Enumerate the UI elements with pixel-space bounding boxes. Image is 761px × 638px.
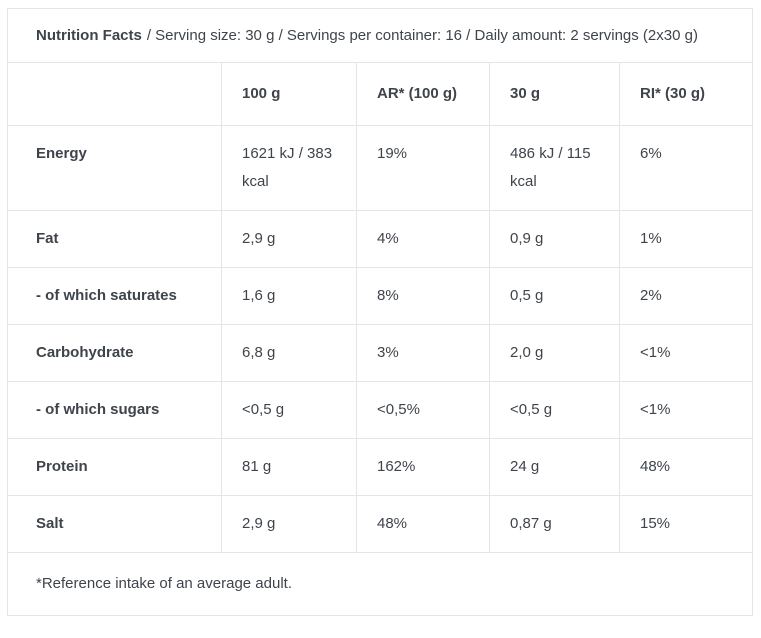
nutrition-header: Nutrition Facts / Serving size: 30 g / S… <box>8 9 752 63</box>
nutrition-header-details: / Serving size: 30 g / Servings per cont… <box>146 27 698 44</box>
value-30g: 0,9 g <box>489 211 619 267</box>
table-row-carbohydrate: Carbohydrate 6,8 g 3% 2,0 g <1% <box>8 325 752 382</box>
nutrition-header-title: Nutrition Facts <box>36 27 142 44</box>
value-ar: 8% <box>356 268 489 324</box>
col-header-100g: 100 g <box>221 63 356 125</box>
value-100g: 81 g <box>221 439 356 495</box>
value-30g: 24 g <box>489 439 619 495</box>
value-100g: 1621 kJ / 383 kcal <box>221 126 356 210</box>
table-row-protein: Protein 81 g 162% 24 g 48% <box>8 439 752 496</box>
value-ar: 19% <box>356 126 489 210</box>
value-100g: 6,8 g <box>221 325 356 381</box>
value-ri: 15% <box>619 496 752 552</box>
value-100g: 2,9 g <box>221 211 356 267</box>
row-label: Carbohydrate <box>36 344 134 361</box>
row-label: - of which saturates <box>36 287 177 304</box>
row-label: Fat <box>36 230 59 247</box>
value-30g: 0,5 g <box>489 268 619 324</box>
row-label: Protein <box>36 458 88 475</box>
col-header-ar: AR* (100 g) <box>356 63 489 125</box>
table-row-energy: Energy 1621 kJ / 383 kcal 19% 486 kJ / 1… <box>8 126 752 211</box>
table-row-saturates: - of which saturates 1,6 g 8% 0,5 g 2% <box>8 268 752 325</box>
value-ar: 4% <box>356 211 489 267</box>
value-ar: 3% <box>356 325 489 381</box>
col-header-30g: 30 g <box>489 63 619 125</box>
value-ri: <1% <box>619 325 752 381</box>
value-100g: <0,5 g <box>221 382 356 438</box>
row-label: - of which sugars <box>36 401 160 418</box>
table-row-sugars: - of which sugars <0,5 g <0,5% <0,5 g <1… <box>8 382 752 439</box>
value-ri: 48% <box>619 439 752 495</box>
value-30g: <0,5 g <box>489 382 619 438</box>
value-ri: <1% <box>619 382 752 438</box>
value-30g: 0,87 g <box>489 496 619 552</box>
value-ri: 1% <box>619 211 752 267</box>
value-100g: 1,6 g <box>221 268 356 324</box>
value-ar: <0,5% <box>356 382 489 438</box>
value-ar: 48% <box>356 496 489 552</box>
value-30g: 486 kJ / 115 kcal <box>489 126 619 210</box>
col-header-ri: RI* (30 g) <box>619 63 752 125</box>
value-100g: 2,9 g <box>221 496 356 552</box>
value-ri: 6% <box>619 126 752 210</box>
row-label: Salt <box>36 515 64 532</box>
reference-intake-footnote: *Reference intake of an average adult. <box>36 575 293 592</box>
col-header-blank <box>8 63 221 125</box>
row-label: Energy <box>36 145 87 162</box>
value-ri: 2% <box>619 268 752 324</box>
table-row-salt: Salt 2,9 g 48% 0,87 g 15% <box>8 496 752 553</box>
value-30g: 2,0 g <box>489 325 619 381</box>
nutrition-facts-card: Nutrition Facts / Serving size: 30 g / S… <box>7 8 753 616</box>
table-row-fat: Fat 2,9 g 4% 0,9 g 1% <box>8 211 752 268</box>
column-header-row: 100 g AR* (100 g) 30 g RI* (30 g) <box>8 63 752 126</box>
value-ar: 162% <box>356 439 489 495</box>
